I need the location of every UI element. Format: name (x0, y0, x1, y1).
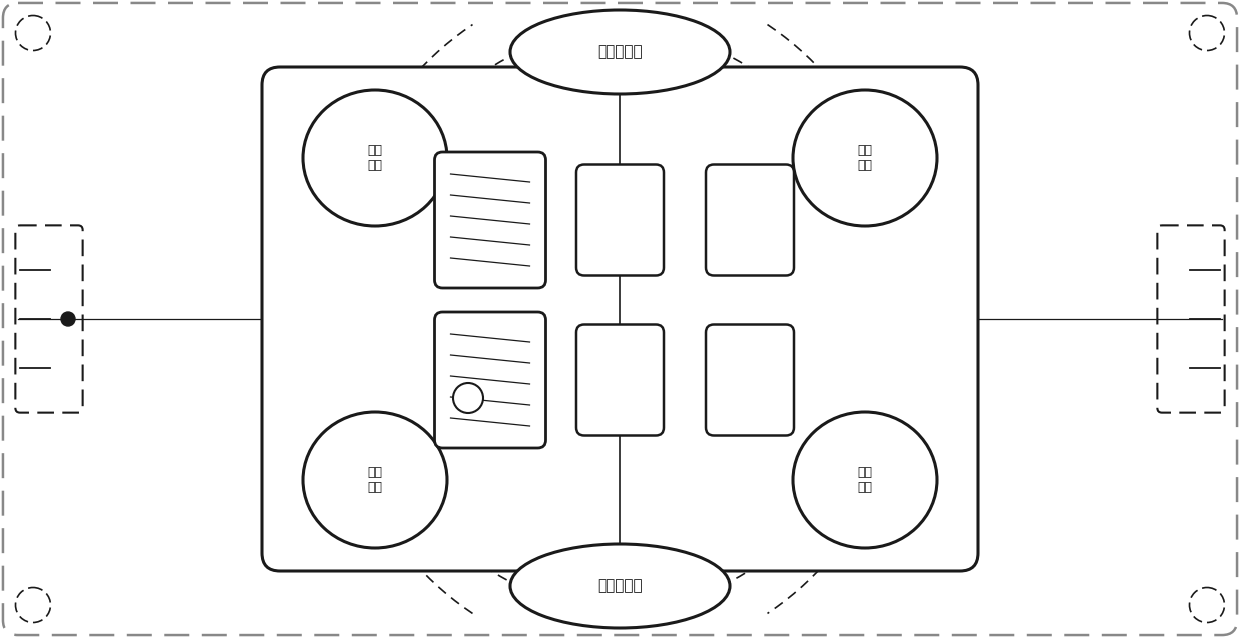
Circle shape (453, 383, 484, 413)
Text: 阴影
区域: 阴影 区域 (367, 466, 382, 494)
FancyBboxPatch shape (706, 165, 794, 276)
Text: 阴影
区域: 阴影 区域 (367, 144, 382, 172)
Ellipse shape (303, 412, 446, 548)
Ellipse shape (303, 90, 446, 226)
FancyBboxPatch shape (434, 312, 546, 448)
Text: 误感应区域: 误感应区域 (598, 579, 642, 593)
Ellipse shape (510, 10, 730, 94)
Ellipse shape (794, 412, 937, 548)
Text: 阴影
区域: 阴影 区域 (858, 466, 873, 494)
FancyBboxPatch shape (706, 325, 794, 436)
FancyBboxPatch shape (577, 165, 663, 276)
FancyBboxPatch shape (577, 325, 663, 436)
Text: 误感应区域: 误感应区域 (598, 45, 642, 59)
FancyBboxPatch shape (262, 67, 978, 571)
Circle shape (61, 312, 74, 326)
Ellipse shape (794, 90, 937, 226)
Ellipse shape (510, 544, 730, 628)
Text: 阴影
区域: 阴影 区域 (858, 144, 873, 172)
FancyBboxPatch shape (434, 152, 546, 288)
